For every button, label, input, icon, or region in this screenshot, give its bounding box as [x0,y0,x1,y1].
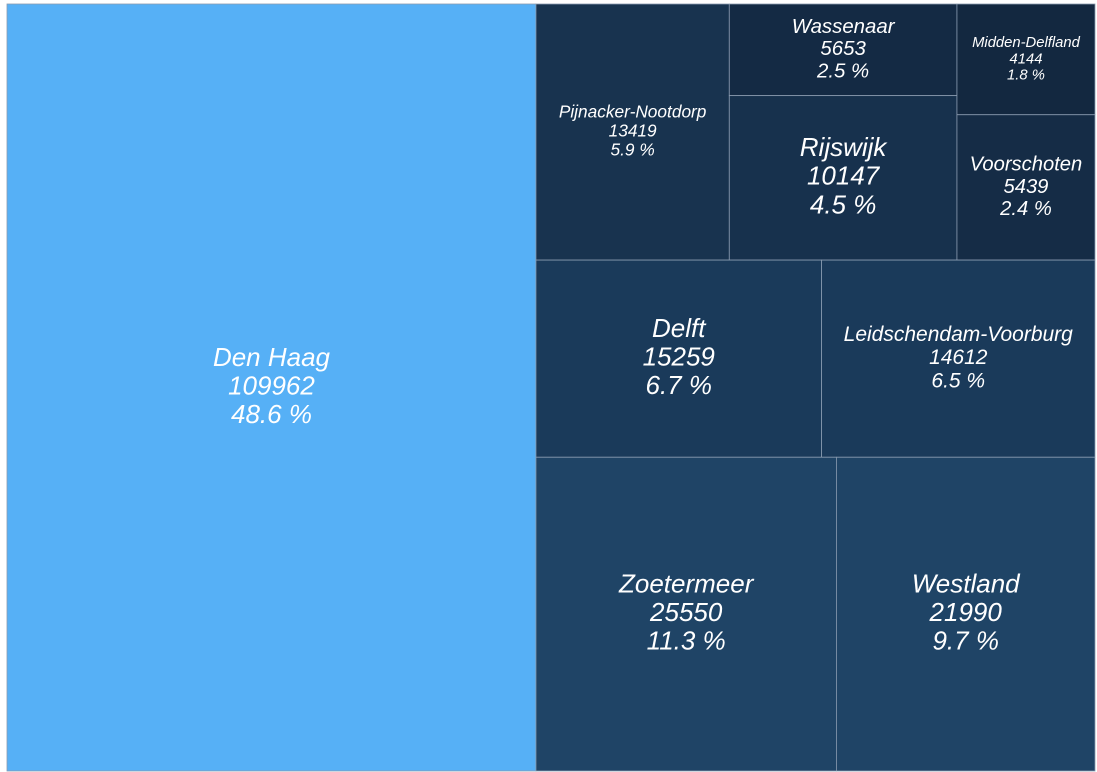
tile-percent: 48.6 % [231,399,312,429]
tile-value: 10147 [807,161,881,191]
tile-percent: 1.8 % [1007,68,1045,84]
tile-label: Wassenaar [792,16,896,38]
tile-value: 5439 [1004,176,1049,198]
tile [728,3,958,97]
tile-value: 21990 [929,597,1003,627]
tile-percent: 2.5 % [816,61,869,83]
tile-percent: 5.9 % [611,140,655,160]
tile-label: Voorschoten [970,153,1083,175]
tile-label: Pijnacker-Nootdorp [559,102,707,122]
tile [535,259,822,458]
tile [956,3,1096,116]
tile-label: Westland [912,568,1021,598]
tile-label: Den Haag [213,342,331,372]
tile-label: Leidschendam-Voorburg [844,323,1074,346]
tile-percent: 2.4 % [999,198,1052,220]
tile [836,456,1096,772]
tile-value: 14612 [929,346,988,369]
tile-percent: 6.5 % [931,369,985,392]
tile [728,95,958,261]
tile-value: 25550 [649,597,723,627]
tile-label: Rijswijk [800,132,889,162]
tile [535,456,837,772]
tile [956,114,1096,261]
tile [6,3,537,772]
tile [821,259,1096,458]
tile-label: Midden-Delfland [972,35,1081,51]
tile [535,3,730,261]
tile-percent: 9.7 % [932,626,999,656]
tile-value: 13419 [609,121,657,141]
tile-value: 5653 [820,38,866,60]
tile-value: 4144 [1010,51,1043,67]
tile-value: 15259 [643,342,715,372]
tile-percent: 4.5 % [810,189,877,219]
tile-percent: 11.3 % [647,626,726,656]
tile-label: Zoetermeer [618,568,755,598]
tile-value: 109962 [228,370,315,400]
tile-label: Delft [652,313,707,343]
tile-percent: 6.7 % [646,370,713,400]
